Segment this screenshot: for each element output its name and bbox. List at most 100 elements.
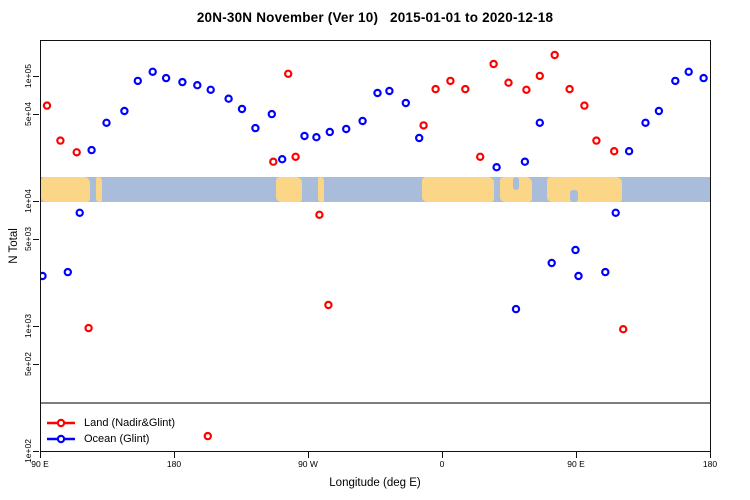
data-point-ocean	[611, 208, 620, 217]
data-point-ocean	[75, 208, 84, 217]
data-point-ocean	[547, 258, 556, 268]
data-point-ocean	[624, 146, 634, 156]
data-point-ocean	[87, 145, 96, 155]
plot-area: Land (Nadir&Glint) Ocean (Glint)	[40, 40, 711, 452]
data-point-ocean	[178, 77, 187, 87]
data-point-land	[291, 152, 300, 162]
x-tick-label: 90 E	[31, 459, 49, 469]
data-point-ocean	[133, 76, 143, 86]
data-point-ocean	[102, 118, 111, 128]
open-circle-icon	[56, 418, 66, 428]
data-point-ocean	[415, 133, 424, 143]
data-point-ocean	[574, 271, 583, 281]
data-point-land	[461, 84, 470, 94]
y-tick-label: 1e+04	[23, 189, 33, 213]
legend-item-land: Land (Nadir&Glint)	[46, 415, 175, 431]
map-land-segment	[41, 177, 91, 202]
data-point-ocean	[193, 81, 202, 90]
data-point-land	[489, 59, 498, 69]
data-point-land	[619, 325, 628, 334]
data-point-ocean	[277, 154, 287, 164]
data-point-land	[592, 136, 601, 145]
x-tick-label: 180	[702, 459, 718, 469]
data-point-ocean	[41, 271, 47, 281]
data-point-land	[315, 210, 324, 219]
x-tick-label: 0	[439, 459, 445, 469]
map-ocean-notch	[512, 177, 519, 190]
data-point-land	[431, 84, 440, 94]
y-tick-mark	[33, 326, 39, 327]
data-point-land	[565, 84, 574, 94]
data-point-land	[56, 136, 65, 145]
ocean-series-symbol-icon	[47, 434, 75, 444]
data-point-ocean	[148, 67, 157, 76]
y-tick-mark	[33, 76, 39, 77]
map-land-segment	[96, 177, 103, 202]
land-series-symbol-icon	[47, 418, 75, 428]
data-point-land	[324, 300, 333, 310]
data-point-ocean	[342, 124, 351, 134]
x-tick-mark	[442, 452, 443, 458]
data-point-land	[476, 152, 485, 162]
data-point-ocean	[206, 85, 215, 95]
data-point-ocean	[358, 116, 367, 126]
chart-title: 20N-30N November (Ver 10) 2015-01-01 to …	[196, 10, 554, 25]
data-point-ocean	[571, 245, 580, 255]
y-tick-label: 1e+03	[23, 314, 33, 338]
data-point-ocean	[300, 131, 309, 141]
x-tick-mark	[40, 452, 41, 458]
data-point-land	[84, 323, 93, 333]
map-ocean-notch	[569, 189, 579, 202]
data-point-ocean	[120, 106, 129, 116]
data-point-ocean	[684, 67, 693, 76]
y-tick-mark	[33, 363, 39, 365]
data-point-ocean	[373, 88, 382, 98]
data-point-land	[283, 69, 293, 78]
data-point-land	[269, 157, 278, 166]
data-point-land	[535, 71, 544, 81]
legend-item-ocean: Ocean (Glint)	[46, 431, 175, 447]
world-map-strip	[41, 177, 710, 202]
data-point-ocean	[161, 73, 171, 83]
data-point-ocean	[535, 118, 544, 128]
data-point-ocean	[641, 118, 650, 128]
data-point-ocean	[654, 106, 664, 116]
y-axis-title: N Total	[8, 228, 20, 264]
data-point-ocean	[63, 267, 72, 277]
data-point-ocean	[251, 123, 260, 133]
legend: Land (Nadir&Glint) Ocean (Glint)	[46, 415, 175, 447]
x-axis-title: Longitude (deg E)	[329, 477, 421, 489]
data-point-land	[580, 101, 589, 110]
data-point-ocean	[492, 162, 501, 172]
data-point-land	[610, 146, 619, 156]
map-land-segment	[276, 177, 302, 202]
y-tick-mark	[33, 451, 39, 452]
x-tick-mark	[710, 452, 711, 458]
y-tick-mark	[33, 201, 39, 202]
map-land-segment	[547, 177, 622, 202]
data-point-ocean	[224, 94, 233, 103]
open-circle-icon	[56, 434, 66, 444]
data-point-land	[522, 85, 531, 95]
data-point-ocean	[520, 157, 530, 166]
y-tick-mark	[33, 113, 39, 115]
data-point-ocean	[385, 86, 394, 96]
data-point-land	[504, 78, 513, 87]
x-tick-mark	[576, 452, 577, 458]
data-point-land	[72, 148, 81, 157]
x-tick-label: 90 E	[567, 459, 585, 469]
map-land-segment	[422, 177, 494, 202]
y-tick-label: 5e+02	[23, 351, 33, 376]
x-tick-mark	[308, 452, 309, 458]
data-points-layer	[41, 50, 708, 441]
data-point-land	[419, 121, 428, 130]
data-point-ocean	[601, 267, 610, 277]
y-tick-label: 1e+05	[23, 64, 33, 88]
y-tick-label: 5e+04	[23, 101, 33, 126]
legend-label-land: Land (Nadir&Glint)	[84, 417, 176, 429]
data-point-ocean	[267, 109, 276, 119]
data-point-ocean	[511, 304, 521, 314]
data-point-ocean	[325, 127, 334, 137]
data-point-land	[203, 431, 212, 441]
